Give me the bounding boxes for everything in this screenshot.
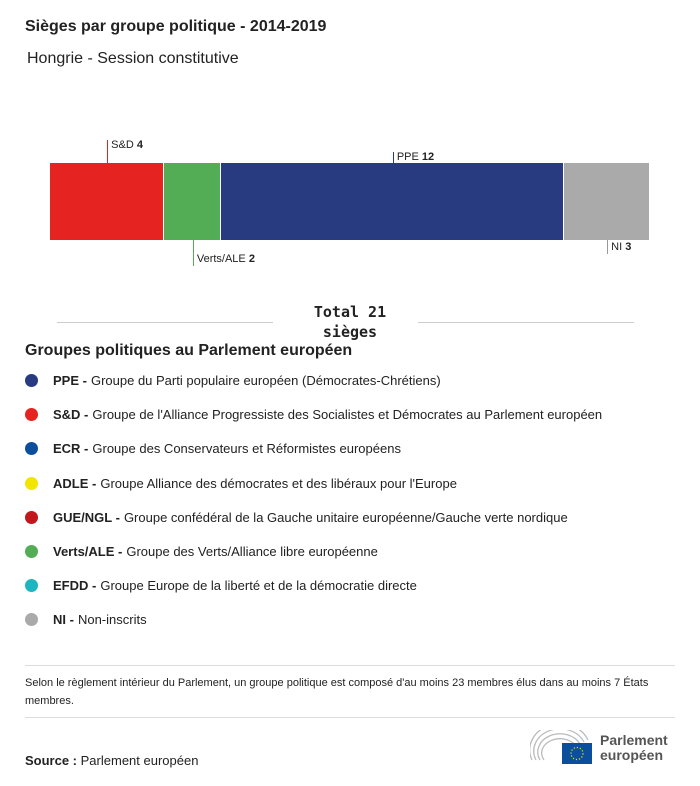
legend-text: Groupe Europe de la liberté et de la dém…: [100, 578, 417, 594]
legend-color-dot: [25, 613, 38, 627]
data-label-name: NI: [611, 241, 623, 253]
divider: [25, 717, 675, 718]
legend-color-dot: [25, 476, 38, 490]
legend-text: Groupe Alliance des démocrates et des li…: [100, 475, 457, 491]
logo-line2: européen: [600, 747, 664, 763]
legend-color-dot: [25, 374, 38, 387]
data-label-name: S&D: [111, 139, 134, 151]
legend-color-dot: [25, 579, 38, 593]
legend-color-dot: [25, 408, 38, 422]
legend-color-dot: [25, 510, 38, 524]
legend-item: PPE - Groupe du Parti populaire européen …: [25, 373, 441, 388]
logo-line1: Parlement: [600, 732, 668, 748]
legend-color-dot: [25, 545, 38, 558]
data-label-name: Verts/ALE: [196, 253, 246, 265]
data-label-value: 3: [625, 241, 632, 253]
label-leader-line: [607, 240, 609, 254]
source-value: Parlement européen: [80, 753, 199, 768]
legend-item: ECR - Groupe des Conservateurs et Réformi…: [25, 441, 401, 456]
chart-title: Sièges par groupe politique - 2014-2019: [25, 18, 327, 35]
ep-logo: Parlement européen: [530, 730, 668, 766]
legend-abbr: GUE/NGL -: [53, 509, 120, 525]
source-label: Source :: [25, 753, 78, 768]
legend-item: S&D - Groupe de l'Alliance Progressiste d…: [25, 407, 602, 422]
total-divider-right: [418, 322, 634, 323]
total-divider-left: [57, 322, 273, 323]
legend-color-dot: [25, 442, 38, 456]
parliament-hemicycle-icon: [530, 730, 592, 764]
divider: [25, 665, 675, 666]
label-leader-line: [192, 240, 194, 266]
data-label-value: 2: [248, 253, 255, 265]
legend-abbr: NI -: [53, 612, 74, 628]
data-label-value: 12: [421, 151, 435, 163]
legend-text: Groupe confédéral de la Gauche unitaire …: [123, 509, 568, 525]
data-label: NI 3: [611, 241, 631, 253]
source: Source : Parlement européen: [25, 753, 198, 768]
data-label: PPE 12: [397, 151, 434, 163]
footnote: Selon le règlement intérieur du Parlemen…: [25, 677, 649, 707]
legend-text: Non-inscrits: [77, 612, 147, 628]
legend-item: NI - Non-inscrits: [25, 612, 147, 627]
legend-title: Groupes politiques au Parlement européen: [25, 342, 353, 359]
legend-text: Groupe des Conservateurs et Réformistes …: [92, 441, 401, 457]
bar-segment-ni: [564, 163, 649, 240]
bar-segment-vertsale: [164, 163, 221, 240]
legend-abbr: PPE -: [53, 373, 87, 388]
label-leader-line: [392, 152, 394, 163]
legend-abbr: Verts/ALE -: [53, 544, 123, 559]
bar-segment-ppe: [221, 163, 564, 240]
legend-item: ADLE - Groupe Alliance des démocrates et …: [25, 476, 457, 491]
legend-item: Verts/ALE - Groupe des Verts/Alliance lib…: [25, 544, 378, 559]
legend-item: EFDD - Groupe Europe de la liberté et de …: [25, 578, 417, 593]
label-leader-line: [107, 140, 109, 163]
legend-text: Groupe de l'Alliance Progressiste des So…: [92, 407, 603, 423]
stacked-bar-chart: S&D 4 Verts/ALE 2 PPE 12 NI 3: [0, 130, 700, 280]
data-label: Verts/ALE 2: [197, 253, 255, 265]
legend-abbr: ECR -: [53, 441, 89, 457]
data-label-name: PPE: [396, 151, 419, 163]
legend-abbr: EFDD -: [53, 578, 97, 594]
legend-abbr: ADLE -: [53, 475, 97, 491]
legend-item: GUE/NGL - Groupe confédéral de la Gauche …: [25, 510, 568, 525]
legend-text: Groupe du Parti populaire européen (Démo…: [90, 373, 441, 388]
data-label: S&D 4: [111, 139, 143, 151]
total-label: Total 21 sièges: [313, 303, 387, 341]
bar-segment-sd: [50, 163, 164, 240]
chart-subtitle: Hongrie - Session constitutive: [27, 50, 239, 67]
data-label-value: 4: [136, 139, 143, 151]
legend-text: Groupe des Verts/Alliance libre européen…: [126, 544, 378, 559]
legend-abbr: S&D -: [53, 407, 89, 423]
